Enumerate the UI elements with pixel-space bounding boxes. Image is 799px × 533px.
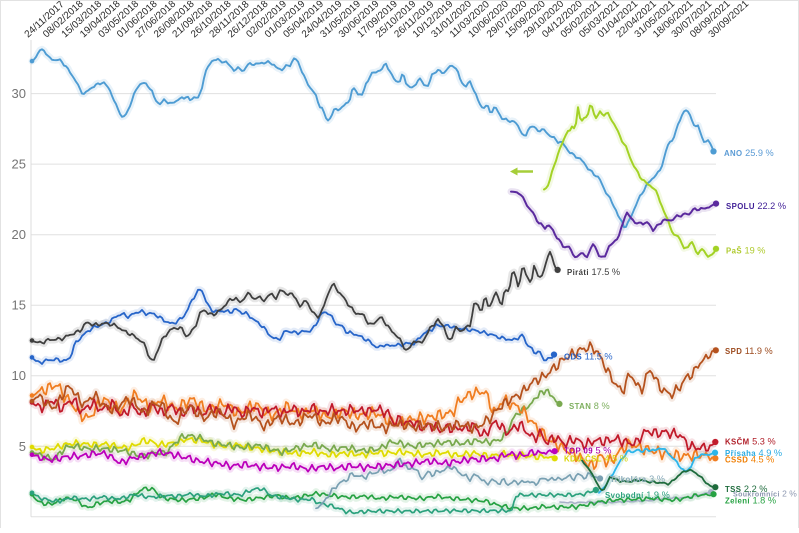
svg-text:20: 20 [12, 227, 26, 242]
svg-text:TOP 09 5 %: TOP 09 5 % [564, 446, 611, 456]
svg-text:15: 15 [12, 298, 26, 313]
svg-text:5: 5 [19, 439, 26, 454]
svg-text:ČSSD 4.5 %: ČSSD 4.5 % [725, 455, 774, 465]
svg-text:TSS 2.2 %: TSS 2.2 % [725, 484, 767, 494]
svg-text:Soukromníci 2 %: Soukromníci 2 % [733, 489, 797, 499]
svg-text:Trikolóra 3 %: Trikolóra 3 % [610, 474, 665, 484]
svg-text:KSČM 5.3 %: KSČM 5.3 % [725, 437, 776, 447]
svg-text:ODS 11.5 %: ODS 11.5 % [564, 352, 613, 362]
svg-text:ANO 25.9 %: ANO 25.9 % [724, 148, 774, 158]
svg-text:PaŠ 19 %: PaŠ 19 % [726, 246, 765, 256]
svg-text:STAN 8 %: STAN 8 % [569, 401, 610, 411]
svg-text:SPD 11.9 %: SPD 11.9 % [725, 346, 773, 356]
svg-text:30: 30 [12, 86, 26, 101]
svg-text:KDU-ČSL 4.5 %: KDU-ČSL 4.5 % [564, 454, 628, 464]
svg-text:Zelení 1.8 %: Zelení 1.8 % [725, 496, 776, 506]
svg-text:Přísaha 4.9 %: Přísaha 4.9 % [725, 448, 782, 458]
svg-text:SPOLU 22.2 %: SPOLU 22.2 % [726, 201, 786, 211]
svg-text:Piráti 17.5 %: Piráti 17.5 % [567, 267, 620, 277]
svg-text:25: 25 [12, 157, 26, 172]
svg-text:Svobodní 1.9 %: Svobodní 1.9 % [605, 490, 670, 500]
svg-text:10: 10 [12, 368, 26, 383]
